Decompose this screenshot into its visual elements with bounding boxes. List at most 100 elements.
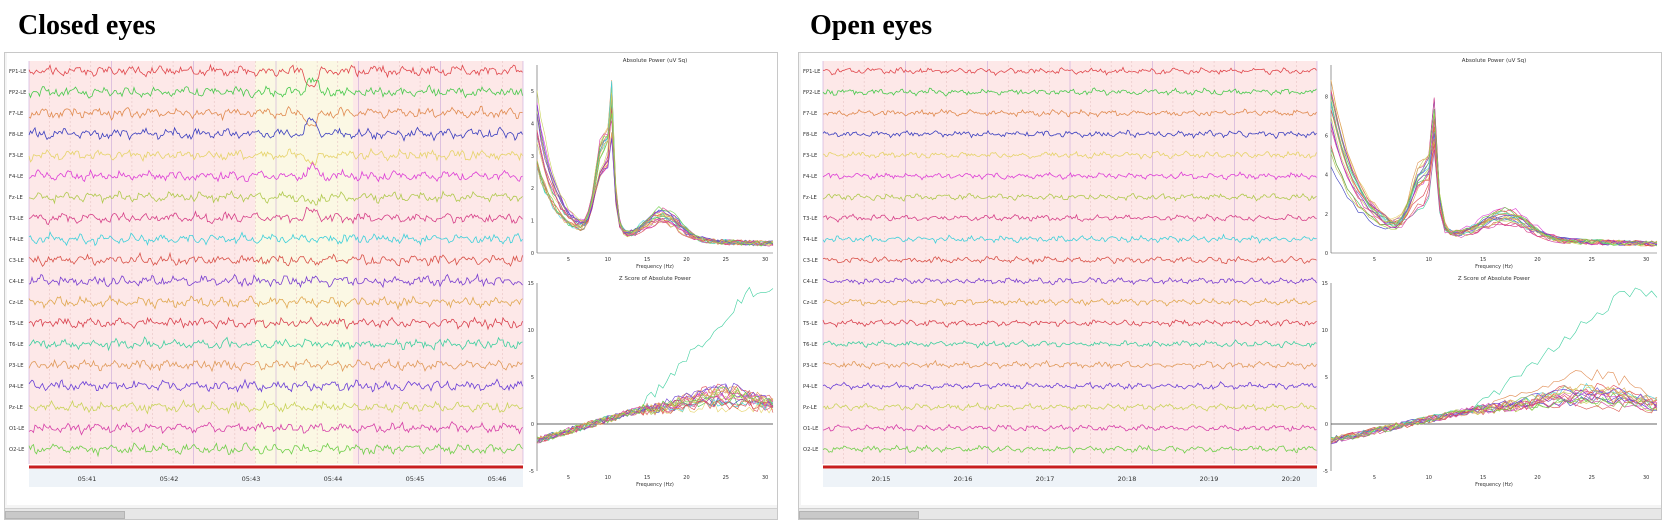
channel-label-c3-le: C3-LE bbox=[9, 258, 24, 264]
channel-label-t3-le: T3-LE bbox=[8, 216, 24, 222]
z-y-tick: -5 bbox=[529, 469, 534, 475]
abs-x-tick: 10 bbox=[605, 257, 611, 263]
abs-power-series bbox=[536, 102, 774, 247]
abs-power-series bbox=[1330, 111, 1658, 246]
channel-label-p3-le: P3-LE bbox=[9, 363, 23, 369]
eeg-trace-t6-le bbox=[28, 336, 523, 352]
channel-label-c3-le: C3-LE bbox=[803, 258, 818, 264]
eeg-traces-closed[interactable]: FP1-LE FP2-LE F7-LE F8-LE F3-LE F4-LE Fz-LE T3-… bbox=[7, 53, 526, 505]
eeg-trace-f8-le bbox=[822, 129, 1317, 140]
eeg-trace-fp1-le bbox=[28, 63, 523, 88]
time-label: 05:43 bbox=[242, 475, 261, 483]
abs-x-tick: 25 bbox=[1589, 257, 1595, 263]
timeline-scrollbar-open[interactable] bbox=[799, 508, 1661, 519]
channel-label-f4-le: F4-LE bbox=[9, 174, 23, 180]
abs-x-tick: 5 bbox=[1373, 257, 1376, 263]
abs-power-series bbox=[1330, 130, 1658, 246]
abs-power-series bbox=[1330, 97, 1658, 247]
abs-power-series bbox=[536, 132, 774, 246]
eeg-trace-c4-le bbox=[822, 276, 1317, 286]
channel-label-o2-le: O2-LE bbox=[803, 447, 818, 453]
abs-power-series bbox=[536, 113, 774, 247]
timeline-scrollbar-closed[interactable] bbox=[5, 508, 777, 519]
channel-label-f3-le: F3-LE bbox=[803, 153, 817, 159]
channel-label-t3-le: T3-LE bbox=[802, 216, 818, 222]
eeg-plot-open[interactable]: FP1-LE FP2-LE F7-LE F8-LE F3-LE F4-LE Fz-LE T3-… bbox=[801, 53, 1319, 505]
eeg-trace-f8-le bbox=[28, 117, 523, 142]
channel-label-pz-le: Pz-LE bbox=[803, 405, 817, 411]
abs-power-series bbox=[1330, 113, 1658, 247]
abs-y-tick: 0 bbox=[1325, 251, 1328, 257]
abs-power-series bbox=[1330, 128, 1658, 245]
abs-y-tick: 1 bbox=[531, 219, 534, 225]
eeg-trace-c3-le bbox=[28, 251, 523, 268]
abs-power-series bbox=[1330, 89, 1658, 247]
eeg-trace-f4-le bbox=[28, 161, 523, 183]
eeg-plot-closed[interactable]: FP1-LE FP2-LE F7-LE F8-LE F3-LE F4-LE Fz-LE T3-… bbox=[7, 53, 525, 505]
channel-label-t6-le: T6-LE bbox=[802, 342, 818, 348]
z-score-series bbox=[1330, 391, 1658, 441]
eeg-trace-t5-le bbox=[28, 316, 523, 331]
abs-y-tick: 0 bbox=[531, 251, 534, 257]
channel-label-f4-le: F4-LE bbox=[803, 174, 817, 180]
abs-power-series bbox=[1330, 79, 1658, 247]
eeg-trace-o2-le bbox=[822, 444, 1317, 454]
abs-y-tick: 6 bbox=[1325, 134, 1328, 140]
scrollbar-thumb[interactable] bbox=[799, 511, 919, 519]
z-x-tick: 15 bbox=[644, 475, 650, 481]
abs-y-tick: 2 bbox=[531, 186, 534, 192]
closed-eyes-panel: FP1-LE FP2-LE F7-LE F8-LE F3-LE F4-LE Fz-LE T3-… bbox=[4, 52, 778, 520]
time-label: 05:46 bbox=[488, 475, 507, 483]
z-score-series bbox=[1330, 396, 1658, 445]
channel-label-fz-le: Fz-LE bbox=[9, 195, 23, 201]
eeg-trace-p3-le bbox=[28, 358, 523, 373]
channel-label-cz-le: Cz-LE bbox=[803, 300, 817, 306]
closed-eyes-title: Closed eyes bbox=[18, 10, 156, 41]
abs-x-label: Frequency (Hz) bbox=[636, 264, 674, 270]
channel-label-f7-le: F7-LE bbox=[9, 111, 23, 117]
z-x-tick: 25 bbox=[1589, 475, 1595, 481]
z-x-tick: 20 bbox=[1534, 475, 1540, 481]
eeg-trace-cz-le bbox=[822, 297, 1317, 307]
eeg-trace-t5-le bbox=[822, 319, 1317, 328]
z-y-tick: 10 bbox=[1322, 328, 1328, 334]
abs-y-tick: 5 bbox=[531, 89, 534, 95]
scrollbar-thumb[interactable] bbox=[5, 511, 125, 519]
time-label: 05:42 bbox=[160, 475, 179, 483]
channel-label-p3-le: P3-LE bbox=[803, 363, 817, 369]
time-label: 20:15 bbox=[872, 475, 891, 483]
abs-power-series bbox=[1330, 103, 1658, 245]
z-score-series bbox=[1330, 386, 1658, 441]
eeg-trace-f7-le bbox=[28, 105, 523, 127]
eeg-trace-cz-le bbox=[28, 294, 523, 311]
eeg-trace-pz-le bbox=[822, 402, 1317, 412]
eeg-trace-p3-le bbox=[822, 359, 1317, 370]
z-y-tick: 15 bbox=[528, 281, 534, 287]
time-axis bbox=[29, 469, 523, 487]
eeg-trace-t3-le bbox=[822, 213, 1317, 223]
channel-label-f7-le: F7-LE bbox=[803, 111, 817, 117]
channel-label-t5-le: T5-LE bbox=[8, 321, 24, 327]
z-score-series bbox=[536, 390, 773, 444]
eeg-trace-fp2-le bbox=[822, 87, 1317, 97]
eeg-traces-open[interactable]: FP1-LE FP2-LE F7-LE F8-LE F3-LE F4-LE Fz-LE T3-… bbox=[801, 53, 1320, 505]
spectra-closed: Absolute Power (uV Sq) 0 1 2 3 4 5 5 10 15 20 25 30 F… bbox=[525, 53, 777, 505]
channel-label-f3-le: F3-LE bbox=[9, 153, 23, 159]
channel-label-fp1-le: FP1-LE bbox=[9, 69, 26, 75]
z-x-label: Frequency (Hz) bbox=[636, 482, 674, 488]
z-score-series bbox=[1330, 287, 1658, 440]
z-score-series bbox=[1330, 397, 1658, 444]
channel-label-o2-le: O2-LE bbox=[9, 447, 24, 453]
z-score-series bbox=[536, 286, 774, 442]
abs-y-tick: 4 bbox=[531, 121, 534, 127]
channel-label-f8-le: F8-LE bbox=[803, 132, 817, 138]
z-x-tick: 30 bbox=[1643, 475, 1649, 481]
z-x-tick: 20 bbox=[683, 475, 689, 481]
channel-label-fp2-le: FP2-LE bbox=[803, 90, 820, 96]
z-x-tick: 5 bbox=[1373, 475, 1376, 481]
abs-x-tick: 20 bbox=[683, 257, 689, 263]
eeg-trace-c4-le bbox=[28, 273, 523, 289]
abs-x-tick: 25 bbox=[723, 257, 729, 263]
abs-x-tick: 20 bbox=[1534, 257, 1540, 263]
eeg-trace-t4-le bbox=[822, 233, 1317, 244]
